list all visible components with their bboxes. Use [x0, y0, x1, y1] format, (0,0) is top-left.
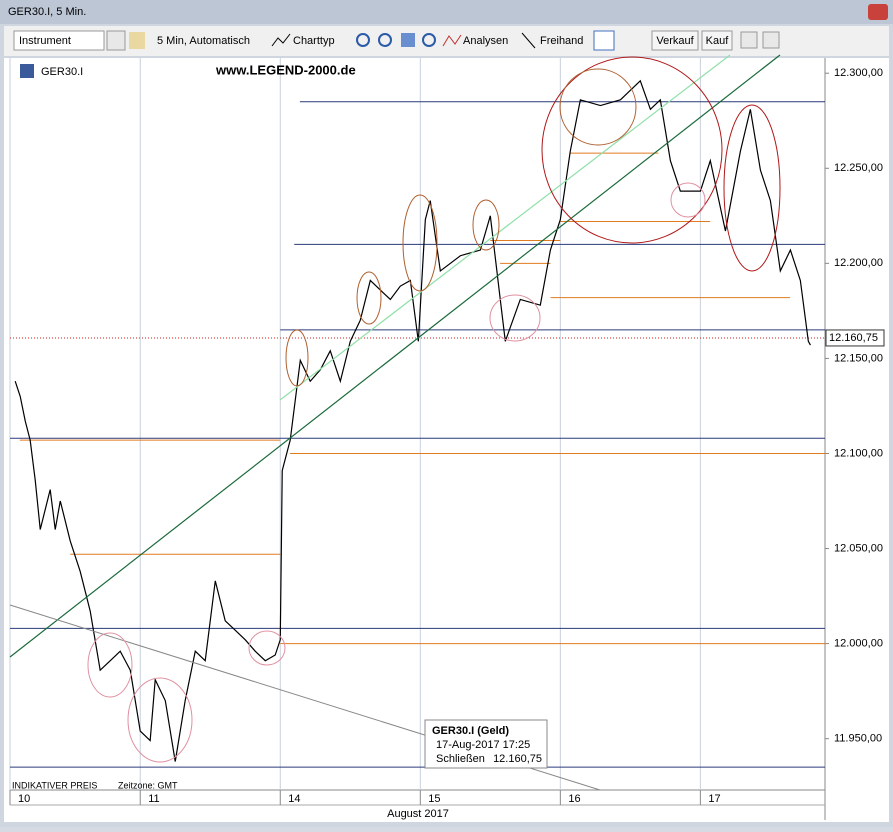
interval-dropdown[interactable]: 5 Min, Automatisch: [157, 35, 250, 47]
circle-annotation: [285, 329, 309, 387]
month-label: August 2017: [387, 808, 449, 820]
instrument-placeholder: Instrument: [19, 35, 71, 47]
y-tick-label: 12.250,00: [834, 162, 883, 174]
indicative-note: INDIKATIVER PREIS: [12, 780, 97, 790]
chart-type-dropdown[interactable]: Charttyp: [293, 35, 335, 47]
chart-instrument[interactable]: GER30.I: [41, 66, 83, 78]
tooltip-close-value: 12.160,75: [493, 753, 542, 765]
tooltip-title: GER30.I (Geld): [432, 725, 509, 737]
buy-button[interactable]: [701, 30, 733, 51]
last-price-label: 12.160,75: [829, 332, 878, 344]
chart-type-icon: [271, 33, 291, 47]
circle-annotation: [723, 104, 781, 272]
last-price-box: [825, 329, 885, 347]
circle-annotation: [670, 182, 706, 218]
instrument-list-button[interactable]: [106, 30, 126, 51]
drawings: [9, 54, 781, 791]
analyses-icon: [442, 34, 462, 47]
x-tick-label: 17: [708, 793, 720, 805]
x-tick-label: 16: [568, 793, 580, 805]
close-button[interactable]: [868, 4, 888, 20]
buy-label: Kauf: [706, 35, 730, 47]
circle-annotation: [356, 271, 382, 325]
circle-annotation: [472, 199, 500, 251]
circle-annotation: [541, 56, 723, 244]
trendline: [9, 54, 781, 658]
y-tick-label: 12.050,00: [834, 542, 883, 554]
sell-button[interactable]: [651, 30, 699, 51]
circle-annotation: [559, 68, 637, 146]
indicator-button[interactable]: [129, 32, 145, 49]
instrument-icon: [20, 64, 34, 78]
tooltip: [424, 719, 548, 769]
x-tick-label: 14: [288, 793, 300, 805]
watermark: www.LEGEND-2000.de: [215, 62, 356, 77]
circle-annotation: [87, 632, 133, 698]
trendline: [279, 54, 731, 401]
chart-options[interactable]: [740, 31, 758, 49]
y-tick-label: 12.000,00: [834, 638, 883, 650]
print[interactable]: [762, 31, 780, 49]
circle-annotation: [127, 677, 193, 763]
x-tick-label: 11: [148, 793, 159, 805]
freehand-dropdown[interactable]: Freihand: [540, 35, 583, 47]
analyses-dropdown[interactable]: Analysen: [463, 35, 508, 47]
reset[interactable]: [422, 33, 436, 47]
plot: [9, 58, 825, 790]
freehand-icon: [521, 32, 536, 49]
circle-annotation: [489, 294, 541, 342]
circle-annotation: [402, 194, 438, 292]
y-tick-label: 11.950,00: [834, 733, 882, 745]
x-tick-label: 10: [18, 793, 30, 805]
zoom-in[interactable]: [356, 33, 370, 47]
instrument-input[interactable]: [13, 30, 105, 51]
y-tick-label: 12.200,00: [834, 257, 883, 269]
timezone-note: Zeitzone: GMT: [118, 780, 178, 790]
window-title: GER30.I, 5 Min.: [8, 6, 86, 18]
x-tick-label: 15: [428, 793, 440, 805]
title-bar: [0, 0, 893, 24]
sell-label: Verkauf: [656, 35, 694, 47]
y-tick-label: 12.100,00: [834, 447, 883, 459]
autoscale[interactable]: [401, 33, 415, 47]
eraser[interactable]: [593, 30, 615, 51]
y-tick-label: 12.150,00: [834, 352, 883, 364]
zoom-out[interactable]: [378, 33, 392, 47]
y-tick-label: 12.300,00: [834, 67, 883, 79]
tooltip-close-label: Schließen: [436, 753, 485, 765]
price-line: [14, 79, 811, 762]
tooltip-time: 17-Aug-2017 17:25: [436, 739, 530, 751]
circle-annotation: [248, 630, 286, 666]
